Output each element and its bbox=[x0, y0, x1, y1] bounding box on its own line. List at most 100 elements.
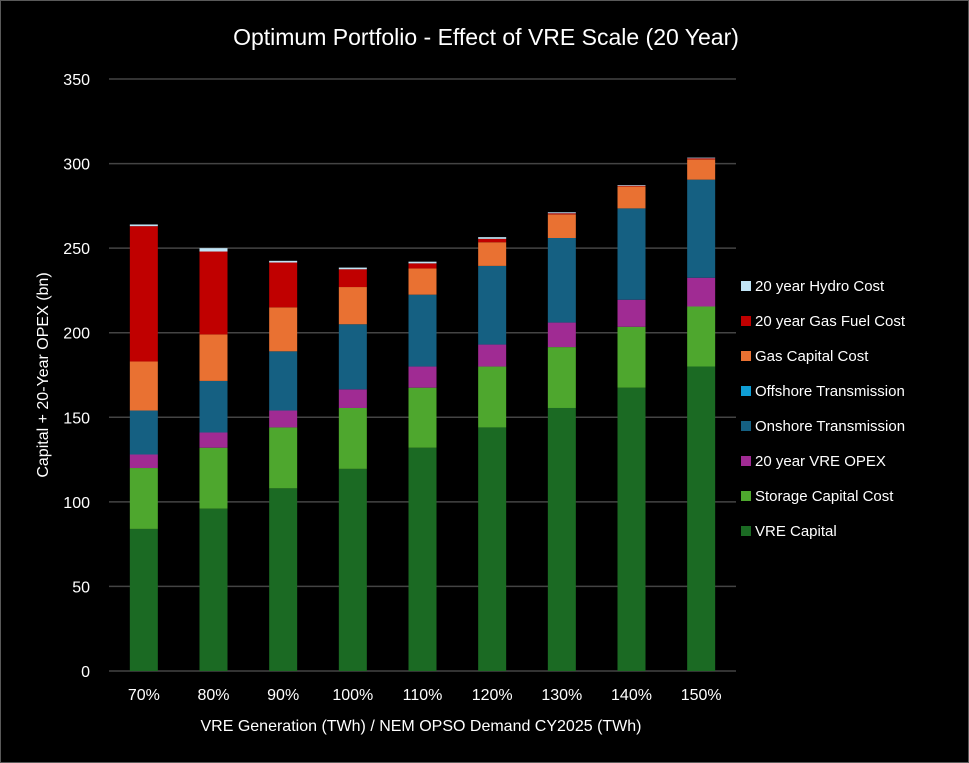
bar-stack bbox=[478, 237, 507, 671]
legend-swatch bbox=[741, 386, 751, 396]
bar-segment bbox=[269, 307, 298, 352]
bar-segment bbox=[269, 427, 298, 489]
bar-segment bbox=[478, 238, 507, 243]
bar-segment bbox=[338, 269, 367, 288]
legend-swatch bbox=[741, 281, 751, 291]
legend-swatch bbox=[741, 491, 751, 501]
legend-item: Gas Capital Cost bbox=[741, 348, 869, 365]
x-tick-label: 80% bbox=[197, 687, 229, 704]
bar-segment bbox=[617, 185, 646, 187]
bar-segment bbox=[199, 432, 228, 448]
legend-label: VRE Capital bbox=[755, 523, 837, 540]
bar-segment bbox=[408, 447, 437, 671]
bar-segment bbox=[687, 179, 716, 278]
bar-segment bbox=[478, 265, 507, 345]
bar-segment bbox=[617, 326, 646, 388]
bar-segment bbox=[687, 306, 716, 367]
bar-segment bbox=[408, 261, 437, 264]
bars bbox=[129, 157, 716, 671]
bar-segment bbox=[269, 262, 298, 308]
bar-stack bbox=[408, 261, 437, 671]
legend-swatch bbox=[741, 456, 751, 466]
bar-segment bbox=[129, 410, 158, 455]
legend: 20 year Hydro Cost 20 year Gas Fuel Cost G… bbox=[741, 278, 906, 540]
legend-swatch bbox=[741, 526, 751, 536]
bar-segment bbox=[547, 213, 576, 215]
legend-swatch bbox=[741, 351, 751, 361]
x-tick-label: 150% bbox=[681, 687, 722, 704]
legend-label: Offshore Transmission bbox=[755, 383, 905, 400]
legend-label: 20 year Hydro Cost bbox=[755, 278, 885, 295]
bar-segment bbox=[617, 185, 646, 186]
bar-segment bbox=[338, 287, 367, 325]
bar-stack bbox=[129, 224, 158, 671]
bar-segment bbox=[408, 366, 437, 388]
bar-segment bbox=[478, 427, 507, 671]
bar-segment bbox=[129, 226, 158, 362]
bar-segment bbox=[338, 407, 367, 469]
y-tick-label: 250 bbox=[63, 241, 90, 258]
x-tick-labels: 70% 80% 90% 100% 110% 120% 130% 140% 150% bbox=[128, 687, 722, 704]
y-tick-label: 150 bbox=[63, 410, 90, 427]
bar-stack bbox=[269, 260, 298, 671]
bar-stack bbox=[617, 185, 646, 671]
x-tick-label: 130% bbox=[541, 687, 582, 704]
bar-segment bbox=[269, 351, 298, 411]
y-tick-label: 50 bbox=[72, 579, 90, 596]
legend-item: 20 year Gas Fuel Cost bbox=[741, 313, 906, 330]
bar-segment bbox=[547, 212, 576, 214]
legend-item: 20 year Hydro Cost bbox=[741, 278, 885, 295]
x-tick-label: 70% bbox=[128, 687, 160, 704]
legend-item: Onshore Transmission bbox=[741, 418, 905, 435]
legend-label: Storage Capital Cost bbox=[755, 488, 894, 505]
x-tick-label: 110% bbox=[403, 687, 443, 704]
y-tick-label: 350 bbox=[63, 72, 90, 89]
bar-segment bbox=[269, 260, 298, 263]
bar-segment bbox=[129, 528, 158, 671]
bar-stack bbox=[199, 248, 228, 671]
legend-label: Onshore Transmission bbox=[755, 418, 905, 435]
bar-stack bbox=[338, 267, 367, 671]
bar-segment bbox=[199, 447, 228, 509]
bar-segment bbox=[408, 263, 437, 269]
bar-segment bbox=[129, 224, 158, 227]
bar-segment bbox=[338, 324, 367, 390]
bar-segment bbox=[338, 267, 367, 270]
bar-segment bbox=[408, 268, 437, 295]
bar-segment bbox=[478, 366, 507, 428]
bar-segment bbox=[199, 248, 228, 252]
bar-stack bbox=[547, 212, 576, 671]
x-axis-label: VRE Generation (TWh) / NEM OPSO Demand C… bbox=[200, 718, 641, 735]
bar-segment bbox=[129, 468, 158, 529]
bar-segment bbox=[269, 488, 298, 671]
legend-item: 20 year VRE OPEX bbox=[741, 453, 886, 470]
y-axis-label: Capital + 20-Year OPEX (bn) bbox=[35, 272, 52, 477]
legend-item: Offshore Transmission bbox=[741, 383, 905, 400]
x-tick-label: 140% bbox=[611, 687, 652, 704]
bar-segment bbox=[687, 277, 716, 307]
bar-segment bbox=[547, 237, 576, 323]
legend-label: 20 year Gas Fuel Cost bbox=[755, 313, 906, 330]
y-tick-label: 0 bbox=[81, 664, 90, 681]
bar-stack bbox=[687, 157, 716, 671]
bar-segment bbox=[199, 380, 228, 433]
bar-segment bbox=[617, 299, 646, 327]
y-tick-label: 300 bbox=[63, 157, 90, 174]
x-tick-label: 90% bbox=[267, 687, 299, 704]
legend-item: Storage Capital Cost bbox=[741, 488, 894, 505]
bar-segment bbox=[269, 410, 298, 428]
bar-segment bbox=[687, 159, 716, 180]
bar-segment bbox=[617, 208, 646, 300]
bar-segment bbox=[687, 158, 716, 160]
bar-segment bbox=[129, 361, 158, 411]
bar-segment bbox=[408, 294, 437, 367]
legend-swatch bbox=[741, 421, 751, 431]
bar-segment bbox=[129, 454, 158, 469]
legend-label: 20 year VRE OPEX bbox=[755, 453, 886, 470]
bar-segment bbox=[478, 237, 507, 239]
bar-segment bbox=[199, 334, 228, 381]
bar-segment bbox=[617, 387, 646, 671]
bar-segment bbox=[199, 508, 228, 671]
